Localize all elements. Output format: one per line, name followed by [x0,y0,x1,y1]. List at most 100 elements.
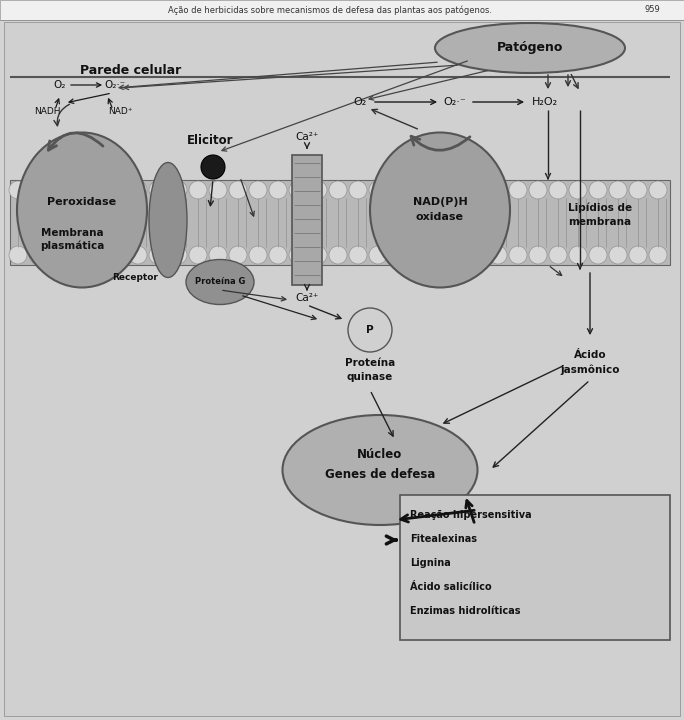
Circle shape [189,246,207,264]
Circle shape [389,181,407,199]
Text: oxidase: oxidase [416,212,464,222]
Circle shape [609,181,627,199]
Circle shape [49,246,67,264]
Circle shape [329,246,347,264]
Circle shape [149,246,167,264]
Text: O₂: O₂ [354,97,367,107]
Circle shape [529,181,547,199]
Circle shape [569,246,587,264]
Circle shape [249,181,267,199]
Circle shape [109,246,127,264]
Text: O₂·⁻: O₂·⁻ [444,97,466,107]
Circle shape [629,246,647,264]
Text: quinase: quinase [347,372,393,382]
Text: Patógeno: Patógeno [497,42,563,55]
Circle shape [229,246,247,264]
Circle shape [589,181,607,199]
Circle shape [249,246,267,264]
Text: Parede celular: Parede celular [80,63,181,76]
Text: Enzimas hidrolíticas: Enzimas hidrolíticas [410,606,521,616]
Circle shape [9,246,27,264]
Circle shape [349,181,367,199]
Text: Reação hipersensitiva: Reação hipersensitiva [410,510,531,520]
Circle shape [549,246,567,264]
Circle shape [569,181,587,199]
Circle shape [609,246,627,264]
Text: NAD(P)H: NAD(P)H [412,197,467,207]
Text: Ação de herbicidas sobre mecanismos de defesa das plantas aos patógenos.: Ação de herbicidas sobre mecanismos de d… [168,5,492,14]
Circle shape [9,181,27,199]
Circle shape [109,181,127,199]
Ellipse shape [282,415,477,525]
Bar [10,180,670,265]
Circle shape [549,181,567,199]
Circle shape [289,181,307,199]
Text: Ácido salicílico: Ácido salicílico [410,582,492,592]
Circle shape [449,181,467,199]
Text: H₂O₂: H₂O₂ [532,97,558,107]
Circle shape [329,181,347,199]
Circle shape [189,181,207,199]
Text: O₂·⁻: O₂·⁻ [105,80,126,90]
Circle shape [349,246,367,264]
Circle shape [529,246,547,264]
Circle shape [489,246,507,264]
Circle shape [269,246,287,264]
Circle shape [29,246,47,264]
Circle shape [29,181,47,199]
Circle shape [309,246,327,264]
Circle shape [509,246,527,264]
Circle shape [49,181,67,199]
Circle shape [229,181,247,199]
Ellipse shape [435,23,625,73]
Circle shape [348,308,392,352]
Circle shape [129,246,147,264]
Text: Receptor: Receptor [112,274,158,282]
Text: O₂: O₂ [54,80,66,90]
Text: jasmônico: jasmônico [560,365,620,375]
Text: plasmática: plasmática [40,240,104,251]
Bar [292,155,322,285]
Circle shape [649,246,667,264]
Circle shape [169,181,187,199]
Circle shape [509,181,527,199]
Circle shape [129,181,147,199]
Circle shape [89,181,107,199]
Text: Núcleo: Núcleo [357,449,403,462]
Ellipse shape [186,259,254,305]
Circle shape [629,181,647,199]
Text: Proteína: Proteína [345,358,395,368]
Circle shape [289,246,307,264]
Circle shape [389,246,407,264]
Text: Ca²⁺: Ca²⁺ [295,132,319,142]
Text: Fitealexinas: Fitealexinas [410,534,477,544]
Text: membrana: membrana [568,217,631,227]
Ellipse shape [149,163,187,277]
Circle shape [69,246,87,264]
Text: Genes de defesa: Genes de defesa [325,469,435,482]
Circle shape [469,246,487,264]
Circle shape [449,246,467,264]
Text: Elicitor: Elicitor [187,133,233,146]
Circle shape [409,181,427,199]
Text: Peroxidase: Peroxidase [47,197,116,207]
Circle shape [209,181,227,199]
Text: NADH: NADH [34,107,60,117]
Circle shape [169,246,187,264]
Text: Lipídios de: Lipídios de [568,203,632,213]
Text: Ácido: Ácido [574,350,606,360]
Circle shape [209,246,227,264]
Circle shape [89,246,107,264]
Text: Lignina: Lignina [410,558,451,568]
Text: 959: 959 [644,6,660,14]
Text: NAD⁺: NAD⁺ [108,107,132,117]
Circle shape [429,246,447,264]
Circle shape [409,246,427,264]
Text: Proteína G: Proteína G [195,277,245,287]
Bar [0,0,684,20]
Ellipse shape [370,132,510,287]
Circle shape [469,181,487,199]
Circle shape [649,181,667,199]
Bar [400,495,670,640]
Circle shape [369,181,387,199]
